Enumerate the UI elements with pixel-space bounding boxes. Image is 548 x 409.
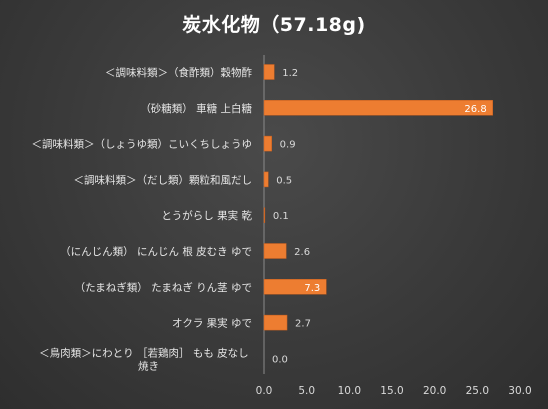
data-label: 0.9 [280, 140, 296, 151]
category-label: とうがらし 果実 乾 [161, 209, 252, 222]
bar [263, 314, 288, 331]
category-label: ＜調味料類＞（食酢類）穀物酢 [105, 66, 252, 79]
data-label: 7.3 [304, 283, 320, 294]
data-label: 26.8 [464, 104, 486, 115]
category-label: ＜鳥肉類＞にわとり ［若鶏肉］ もも 皮なし 焼き [39, 346, 252, 372]
category-label: （にんじん類） にんじん 根 皮むき ゆで [60, 245, 252, 258]
data-label: 0.1 [273, 211, 289, 222]
bar [263, 207, 266, 223]
data-label: 1.2 [282, 68, 298, 79]
x-tick-label: 5.0 [298, 385, 315, 397]
x-tick-label: 15.0 [380, 385, 403, 397]
x-tick-label: 25.0 [466, 385, 489, 397]
category-label: ＜調味料類＞（しょうゆ類）こいくちしょうゆ [32, 138, 253, 151]
category-label: （たまねぎ類） たまねぎ りん茎 ゆで [75, 281, 252, 294]
bar [263, 100, 493, 116]
category-label: オクラ 果実 ゆで [172, 317, 252, 330]
data-label: 2.7 [295, 319, 311, 330]
chart-title: 炭水化物（57.18g) [182, 14, 366, 36]
x-tick-label: 20.0 [423, 385, 446, 397]
x-tick-label: 30.0 [508, 385, 531, 397]
bar [263, 171, 269, 188]
x-tick-label: 10.0 [338, 385, 361, 397]
data-label: 0.5 [276, 175, 292, 186]
category-label: （砂糖類） 車糖 上白糖 [140, 102, 252, 115]
bar [263, 279, 327, 295]
x-tick-label: 0.0 [256, 385, 273, 397]
category-label: ＜調味料類＞（だし類）顆粒和風だし [74, 173, 253, 186]
bar [263, 64, 275, 80]
bar [263, 135, 272, 152]
data-label: 0.0 [272, 354, 288, 365]
bar [263, 243, 287, 259]
data-label: 2.6 [294, 247, 310, 258]
